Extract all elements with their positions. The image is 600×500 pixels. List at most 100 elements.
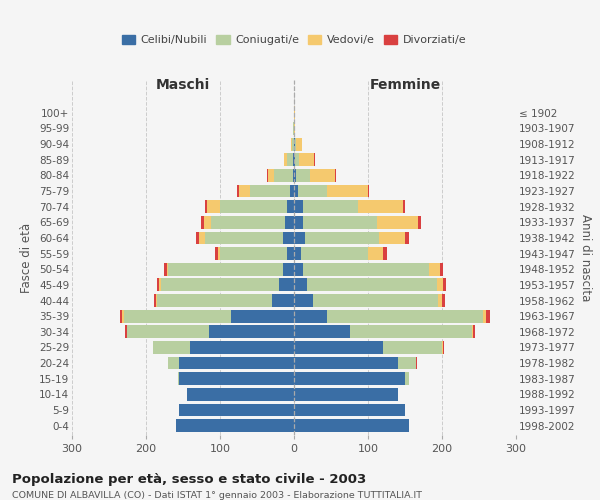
Bar — [294, 326, 349, 338]
Bar — [418, 216, 421, 228]
Bar — [299, 154, 314, 166]
Bar — [383, 247, 386, 260]
Bar — [179, 404, 294, 416]
Bar — [442, 341, 443, 354]
Bar — [202, 216, 204, 228]
Bar — [293, 122, 294, 135]
Bar — [314, 154, 315, 166]
Bar — [293, 154, 294, 166]
Text: Maschi: Maschi — [156, 78, 210, 92]
Bar — [274, 169, 293, 182]
Bar — [231, 310, 294, 322]
Bar — [440, 263, 443, 276]
Bar — [292, 138, 294, 150]
Bar — [205, 232, 283, 244]
Bar — [124, 310, 231, 322]
Bar — [443, 341, 444, 354]
Bar — [120, 310, 122, 322]
Y-axis label: Fasce di età: Fasce di età — [20, 222, 34, 292]
Bar — [291, 138, 292, 150]
Bar — [239, 184, 250, 198]
Legend: Celibi/Nubili, Coniugati/e, Vedovi/e, Divorziati/e: Celibi/Nubili, Coniugati/e, Vedovi/e, Di… — [118, 30, 470, 50]
Bar — [472, 326, 473, 338]
Bar — [154, 341, 190, 354]
Text: Popolazione per età, sesso e stato civile - 2003: Popolazione per età, sesso e stato civil… — [12, 472, 366, 486]
Bar — [168, 356, 179, 370]
Bar — [487, 310, 490, 322]
Bar — [294, 138, 295, 150]
Bar — [199, 232, 205, 244]
Bar — [294, 294, 313, 307]
Bar — [220, 247, 287, 260]
Bar — [442, 294, 445, 307]
Bar — [294, 184, 298, 198]
Bar — [209, 326, 294, 338]
Bar — [218, 247, 220, 260]
Bar — [122, 310, 124, 322]
Bar — [405, 372, 409, 385]
Bar — [294, 232, 305, 244]
Bar — [268, 169, 274, 182]
Bar — [313, 294, 438, 307]
Bar — [483, 310, 487, 322]
Bar — [294, 106, 295, 120]
Bar — [294, 341, 383, 354]
Bar — [437, 278, 443, 291]
Bar — [283, 263, 294, 276]
Bar — [154, 294, 155, 307]
Bar — [287, 247, 294, 260]
Bar — [298, 184, 328, 198]
Bar — [127, 326, 209, 338]
Bar — [443, 278, 446, 291]
Bar — [179, 356, 294, 370]
Bar — [310, 169, 335, 182]
Bar — [294, 154, 295, 166]
Bar — [294, 310, 328, 322]
Bar — [294, 419, 409, 432]
Bar — [428, 263, 440, 276]
Bar — [285, 216, 294, 228]
Bar — [284, 154, 287, 166]
Bar — [398, 356, 416, 370]
Bar — [379, 232, 405, 244]
Bar — [204, 216, 211, 228]
Bar — [155, 294, 157, 307]
Bar — [294, 404, 405, 416]
Bar — [473, 326, 475, 338]
Bar — [294, 200, 303, 213]
Bar — [237, 184, 239, 198]
Bar — [294, 263, 303, 276]
Bar — [283, 232, 294, 244]
Bar — [294, 372, 405, 385]
Bar — [368, 247, 383, 260]
Bar — [205, 200, 206, 213]
Bar — [250, 184, 290, 198]
Bar — [152, 341, 154, 354]
Bar — [157, 294, 272, 307]
Bar — [405, 232, 409, 244]
Bar — [294, 247, 301, 260]
Bar — [383, 341, 442, 354]
Bar — [179, 372, 294, 385]
Bar — [403, 200, 405, 213]
Bar — [190, 341, 294, 354]
Bar — [176, 419, 294, 432]
Bar — [125, 326, 127, 338]
Bar — [196, 232, 199, 244]
Bar — [279, 278, 294, 291]
Bar — [358, 200, 403, 213]
Bar — [305, 232, 379, 244]
Bar — [293, 169, 294, 182]
Bar — [416, 356, 417, 370]
Bar — [157, 278, 160, 291]
Bar — [290, 184, 294, 198]
Bar — [377, 216, 418, 228]
Text: COMUNE DI ALBAVILLA (CO) - Dati ISTAT 1° gennaio 2003 - Elaborazione TUTTITALIA.: COMUNE DI ALBAVILLA (CO) - Dati ISTAT 1°… — [12, 491, 422, 500]
Bar — [164, 263, 167, 276]
Bar — [328, 184, 368, 198]
Bar — [160, 278, 161, 291]
Bar — [272, 294, 294, 307]
Text: Femmine: Femmine — [370, 78, 440, 92]
Bar — [307, 278, 437, 291]
Bar — [294, 216, 303, 228]
